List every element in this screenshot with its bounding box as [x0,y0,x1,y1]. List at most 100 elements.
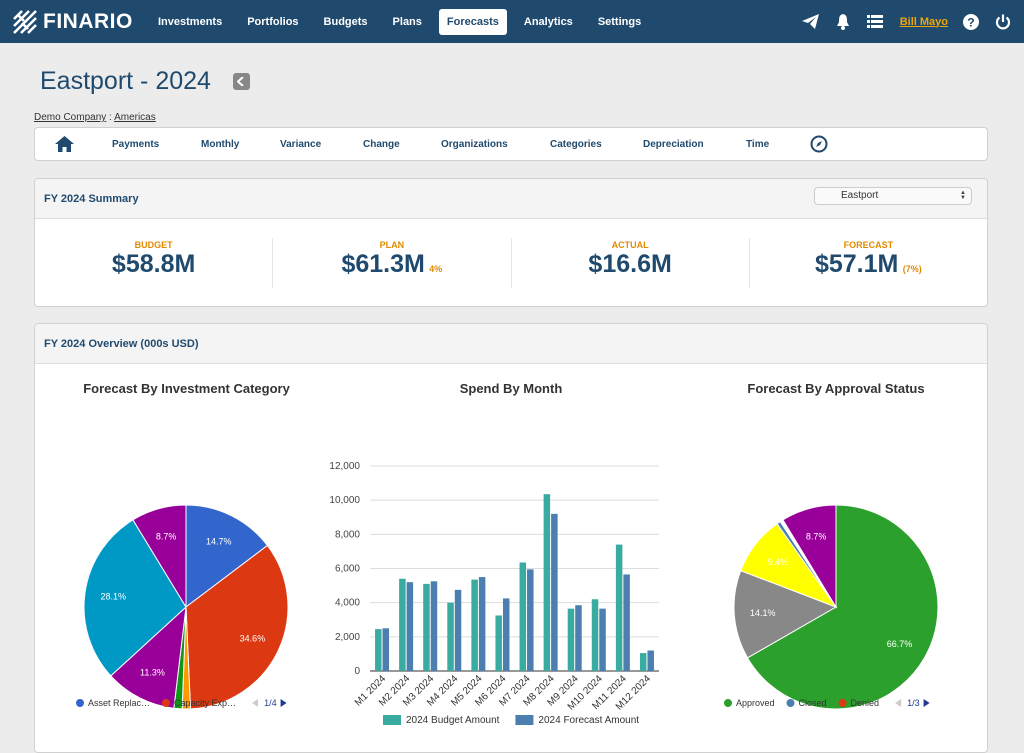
bar[interactable] [647,650,654,672]
legend-label[interactable]: Denied [851,698,880,708]
bar[interactable] [423,583,430,671]
subnav-item-organizations[interactable]: Organizations [441,139,508,150]
bar[interactable] [599,608,606,671]
user-menu[interactable]: Bill Mayo [899,15,948,28]
bar[interactable] [454,589,462,671]
legend-next-icon[interactable] [923,699,930,707]
bar[interactable] [591,599,599,671]
legend-label[interactable]: 2024 Forecast Amount [538,715,639,726]
breadcrumb-region[interactable]: Americas [114,112,156,123]
pie-slice[interactable] [110,605,187,709]
bar[interactable] [495,615,502,671]
home-icon[interactable] [55,136,74,157]
nav-item-budgets[interactable]: Budgets [323,15,368,28]
legend-label[interactable]: Closed [799,698,827,708]
pie-slice[interactable] [733,570,838,659]
bar[interactable] [471,579,478,671]
subnav-item-depreciation[interactable]: Depreciation [643,139,704,150]
help-icon[interactable]: ? [962,13,980,31]
legend-swatch [515,715,534,725]
pie-slice[interactable] [83,519,187,677]
pie-slice[interactable] [185,504,269,609]
legend-prev-icon[interactable] [252,699,259,707]
subnav-item-payments[interactable]: Payments [112,139,160,150]
bar[interactable] [527,569,534,671]
nav-item-settings[interactable]: Settings [597,15,642,28]
summary-cell-forecast: FORECAST $57.1M (7%) [750,238,987,288]
pie-slice-label: 66.7% [887,639,913,649]
select-arrows-icon: ▲ ▼ [960,190,966,201]
bar[interactable] [543,494,551,671]
summary-title: FY 2024 Summary [44,192,139,205]
y-tick-label: 0 [354,666,360,677]
y-tick-label: 8,000 [335,529,360,540]
bar[interactable] [623,574,630,671]
compass-icon[interactable] [810,135,828,158]
nav-item-analytics[interactable]: Analytics [523,15,573,28]
bar[interactable] [551,513,558,671]
bar[interactable] [575,605,582,671]
subnav-item-time[interactable]: Time [746,139,770,150]
summary-label: FORECAST [843,240,894,250]
pie-slice[interactable] [746,504,939,710]
summary-value: $58.8M [111,250,196,278]
pie-slice[interactable] [185,544,289,710]
y-tick-label: 2,000 [335,632,360,643]
chart-title-approval: Forecast By Approval Status [747,381,925,396]
finario-logo-icon [13,9,37,34]
list-icon[interactable] [866,13,884,31]
page-title-row: Eastport - 2024 [40,67,1024,96]
legend-label[interactable]: Asset Replac… [88,698,150,708]
pie-slice[interactable] [132,504,187,609]
power-icon[interactable] [994,13,1012,31]
bar[interactable] [447,602,454,671]
bar[interactable] [567,608,575,671]
region-select[interactable]: Eastport ▲ ▼ [814,187,972,205]
bar[interactable] [639,653,647,671]
bar[interactable] [430,581,438,671]
bell-icon[interactable] [834,13,852,31]
overview-panel: FY 2024 Overview (000s USD) Forecast By … [34,323,988,753]
send-icon[interactable] [802,13,820,31]
top-navbar: FINARIO Investments Portfolios Budgets Plan… [0,0,1024,43]
legend-next-icon[interactable] [280,699,287,707]
legend-label[interactable]: 2024 Budget Amount [406,715,500,726]
chevron-left-icon [237,77,245,86]
summary-cell-plan: PLAN $61.3M 4% [273,238,512,288]
bar[interactable] [519,562,527,671]
subnav-item-monthly[interactable]: Monthly [201,139,240,150]
legend-label[interactable]: Approved [736,698,775,708]
pie-slice-label: 28.1% [101,592,127,602]
summary-cell-budget: BUDGET $58.8M [35,238,274,288]
subnav-item-categories[interactable]: Categories [550,139,602,150]
nav-item-portfolios[interactable]: Portfolios [247,15,299,28]
bar[interactable] [375,629,382,671]
nav-item-plans[interactable]: Plans [392,15,422,28]
subnav-item-variance[interactable]: Variance [280,139,322,150]
y-tick-label: 6,000 [335,564,360,575]
subnav-item-change[interactable]: Change [363,139,400,150]
chart-title-category: Forecast By Investment Category [83,381,290,396]
summary-row: BUDGET $58.8M PLAN $61.3M 4% ACTUAL $16.6M F… [35,219,987,306]
y-tick-label: 10,000 [329,495,360,506]
bar[interactable] [399,578,406,671]
legend-page: 1/3 [907,698,920,708]
summary-value: $16.6M [588,250,672,278]
legend-page: 1/4 [264,698,277,708]
bar[interactable] [502,598,510,671]
breadcrumb-company[interactable]: Demo Company [34,112,107,123]
nav-item-forecasts[interactable]: Forecasts [438,8,507,35]
legend-swatch [786,699,795,707]
app-logo[interactable]: FINARIO [12,9,142,35]
bar[interactable] [382,628,390,671]
nav-item-investments[interactable]: Investments [158,15,223,28]
summary-label: ACTUAL [611,240,649,250]
bar[interactable] [478,577,486,671]
bar[interactable] [406,582,414,671]
legend-prev-icon[interactable] [895,699,902,707]
bar[interactable] [615,544,623,671]
pie-slice[interactable] [782,504,837,609]
legend-label[interactable]: Capacity Exp… [174,698,236,708]
summary-header: FY 2024 Summary Eastport ▲ ▼ [35,179,987,219]
back-button[interactable] [232,73,250,90]
